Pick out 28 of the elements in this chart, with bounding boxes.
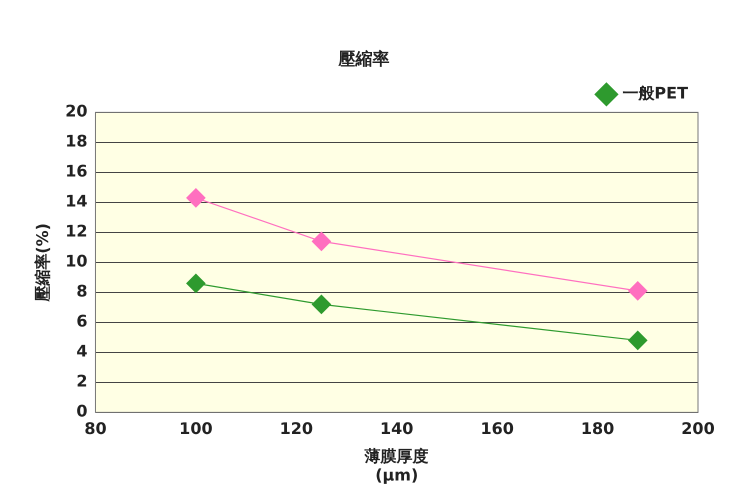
x-tick-label: 80: [84, 419, 107, 438]
x-tick-label: 120: [280, 419, 314, 438]
y-tick-label: 2: [76, 372, 88, 391]
legend-label: 一般PET: [622, 84, 688, 103]
x-tick-label: 160: [480, 419, 514, 438]
y-tick-label: 12: [65, 222, 88, 241]
y-tick-label: 14: [65, 192, 88, 211]
y-tick-label: 16: [65, 162, 88, 181]
y-tick-label: 18: [65, 132, 88, 151]
x-tick-label: 140: [380, 419, 414, 438]
y-tick-label: 20: [65, 102, 88, 121]
x-tick-label: 100: [179, 419, 213, 438]
point: [628, 330, 648, 350]
y-tick-label: 10: [65, 252, 88, 271]
x-tick-label: 200: [681, 419, 715, 438]
x-tick-label: 180: [580, 419, 614, 438]
y-tick-label: 6: [76, 312, 88, 331]
point: [628, 281, 648, 300]
point: [186, 188, 206, 208]
y-axis-title: 壓縮率(%): [32, 223, 52, 303]
y-tick-label: 8: [76, 282, 88, 301]
point: [312, 294, 332, 314]
y-tick-label: 4: [76, 342, 88, 361]
chart-title: 壓縮率: [338, 50, 390, 70]
x-axis-title: 薄膜厚度 (μm): [364, 446, 429, 485]
y-tick-label: 0: [76, 402, 88, 421]
point: [312, 232, 332, 251]
point: [186, 274, 206, 293]
